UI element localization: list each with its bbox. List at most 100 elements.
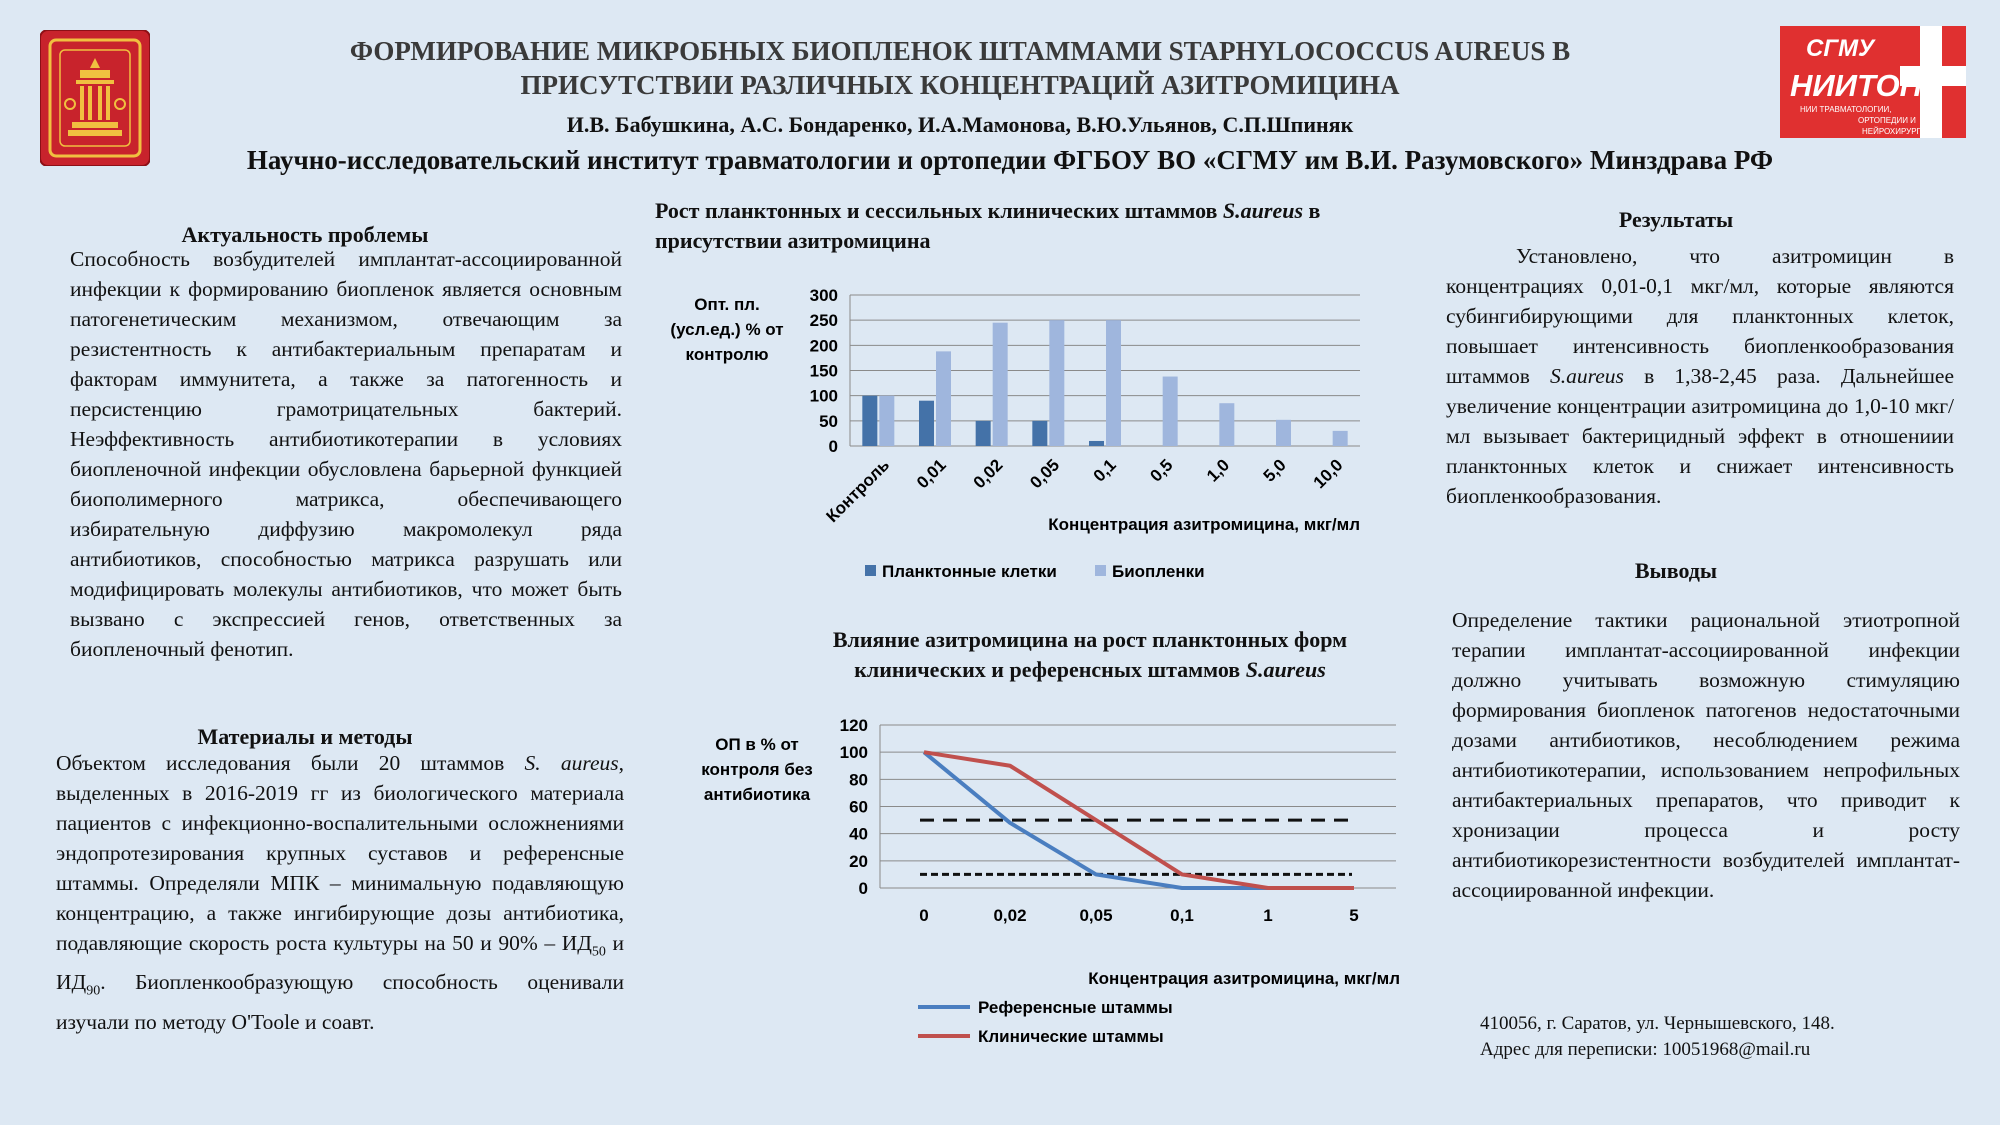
y-tick-label: 20	[849, 852, 868, 871]
y-tick-label: 120	[840, 716, 868, 735]
legend-label: Биопленки	[1112, 562, 1205, 581]
x-axis-label: Концентрация азитромицина, мкг/мл	[1088, 969, 1400, 988]
x-tick-label: 0,01	[913, 455, 950, 492]
x-tick-label: 0,5	[1146, 455, 1176, 485]
methods-species: S. aureus	[524, 751, 619, 775]
chart1-title: Рост планктонных и сессильных клинически…	[655, 196, 1435, 256]
logo-small-1: НИИ ТРАВМАТОЛОГИИ,	[1800, 105, 1891, 114]
y-axis-label: антибиотика	[704, 785, 811, 804]
poster-title: ФОРМИРОВАНИЕ МИКРОБНЫХ БИОПЛЕНОК ШТАММАМ…	[250, 34, 1670, 102]
contact-email: Адрес для переписки: 10051968@mail.ru	[1480, 1039, 1811, 1060]
methods-text-part-a: Объектом исследования были 20 штаммов	[56, 751, 525, 775]
logo-small-2: ОРТОПЕДИИ И	[1858, 116, 1916, 125]
results-species: S.aureus	[1550, 364, 1624, 388]
x-tick-label: 0,05	[1026, 455, 1063, 492]
logo-small-3: НЕЙРОХИРУРГИИ	[1862, 127, 1933, 136]
methods-text-and: и ИД	[56, 931, 624, 995]
legend-swatch	[865, 565, 876, 576]
university-crest-logo	[39, 29, 151, 167]
y-tick-label: 0	[829, 437, 838, 456]
bar-biofilm	[879, 395, 895, 446]
y-tick-label: 40	[849, 825, 868, 844]
chart2-title-line-2: клинических и референсных штаммов S.aure…	[740, 655, 1440, 685]
y-tick-label: 300	[810, 286, 838, 305]
chart2-title: Влияние азитромицина на рост планктонных…	[740, 625, 1440, 685]
legend-label: Планктонные клетки	[882, 562, 1057, 581]
relevance-text: Способность возбудителей имплантат-ассоц…	[70, 247, 622, 661]
legend-swatch	[1095, 565, 1106, 576]
y-tick-label: 100	[810, 387, 838, 406]
methods-text: Объектом исследования были 20 штаммов S.…	[56, 748, 624, 1037]
bar-biofilm	[992, 322, 1008, 446]
bar-biofilm	[1106, 320, 1121, 446]
bar-planktonic	[862, 395, 878, 446]
bar-biofilm	[1162, 376, 1178, 446]
bar-biofilm	[1332, 430, 1348, 446]
niiton-logo: СГМУ НИИТОН НИИ ТРАВМАТОЛОГИИ, ОРТОПЕДИИ…	[1780, 26, 1966, 138]
section-heading-relevance: Актуальность проблемы	[181, 222, 429, 247]
x-tick-label: 5,0	[1260, 455, 1290, 485]
line-chart-planktonic: 0 20 40 60 80 100 120 ОП в % от контроля без анти…	[701, 716, 1400, 1046]
x-tick-label: 1	[1263, 906, 1272, 925]
address-line: 410056, г. Саратов, ул. Чернышевского, 1…	[1480, 1013, 1835, 1034]
y-axis-label: контролю	[686, 345, 769, 364]
x-tick-label: 0,1	[1170, 906, 1194, 925]
y-tick-label: 100	[840, 743, 868, 762]
chart1-title-part-a: Рост планктонных и сессильных клинически…	[655, 198, 1223, 223]
results-text-part-b: в 1,38-2,45 раза. Дальнейшее увеличение …	[1446, 364, 1954, 508]
x-tick-label: 5	[1349, 906, 1358, 925]
bar-biofilm	[936, 351, 951, 446]
y-axis-label: контроля без	[701, 760, 812, 779]
x-tick-label: 0,05	[1079, 906, 1112, 925]
institute: Научно-исследовательский институт травма…	[246, 145, 1774, 175]
x-tick-label: 0,1	[1090, 455, 1120, 485]
section-heading-results: Результаты	[1618, 207, 1734, 232]
y-axis-label: Опт. пл.	[694, 295, 760, 314]
results-text-part-a: Установлено, что азитромицин в концентра…	[1446, 244, 1954, 388]
y-tick-label: 150	[810, 362, 838, 381]
niiton-cross-icon: СГМУ НИИТОН НИИ ТРАВМАТОЛОГИИ, ОРТОПЕДИИ…	[1780, 26, 1966, 138]
series-line-clinical	[923, 750, 1354, 890]
y-tick-label: 60	[849, 798, 868, 817]
y-tick-label: 0	[859, 879, 868, 898]
methods-sub-90: 90	[86, 983, 101, 999]
chart2-title-part-b: клинических и референсных штаммов	[854, 657, 1246, 682]
bar-biofilm	[1219, 403, 1235, 446]
conclusions-text: Определение тактики рациональной этиотро…	[1452, 608, 1960, 902]
section-heading-conclusions: Выводы	[1634, 558, 1718, 583]
x-tick-label: 0,02	[970, 455, 1007, 492]
y-tick-label: 80	[849, 770, 868, 789]
results-text: Установлено, что азитромицин в концентра…	[1446, 241, 1954, 511]
bar-chart-growth: 0 50 100 150 200 250 300 Опт. пл. (усл.ед.) % от…	[670, 286, 1360, 581]
bar-planktonic	[975, 420, 991, 446]
methods-text-part-c: . Биопленкообразующую способность оценив…	[56, 970, 624, 1034]
chart2-title-species: S.aureus	[1245, 657, 1326, 682]
logo-main-text: НИИТОН	[1790, 68, 1923, 103]
methods-sub-50: 50	[591, 944, 606, 960]
bar-biofilm	[1049, 320, 1065, 446]
bar-planktonic	[1032, 420, 1048, 446]
legend-label: Референсные штаммы	[978, 998, 1173, 1017]
title-line-2: ПРИСУТСТВИИ РАЗЛИЧНЫХ КОНЦЕНТРАЦИЙ АЗИТР…	[520, 70, 1400, 100]
x-tick-label: 0	[919, 906, 928, 925]
legend-label: Клинические штаммы	[978, 1027, 1164, 1046]
title-line-1: ФОРМИРОВАНИЕ МИКРОБНЫХ БИОПЛЕНОК ШТАММАМ…	[349, 36, 1571, 66]
bar-planktonic	[1089, 440, 1104, 446]
y-tick-label: 250	[810, 311, 838, 330]
methods-text-part-b: , выделенных в 2016-2019 гг из биологиче…	[56, 751, 624, 955]
y-tick-label: 200	[810, 336, 838, 355]
bar-planktonic	[919, 400, 934, 446]
crest-icon	[39, 29, 151, 167]
section-heading-methods: Материалы и методы	[197, 724, 413, 749]
y-axis-label: ОП в % от	[715, 735, 798, 754]
x-tick-label: 1,0	[1203, 455, 1233, 485]
x-axis-label: Концентрация азитромицина, мкг/мл	[1048, 515, 1360, 534]
authors: И.В. Бабушкина, А.С. Бондаренко, И.А.Мам…	[566, 112, 1354, 137]
logo-top-text: СГМУ	[1806, 35, 1876, 62]
x-tick-label: 0,02	[993, 906, 1026, 925]
chart1-title-species: S.aureus	[1222, 198, 1304, 223]
y-tick-label: 50	[819, 412, 838, 431]
x-tick-label: 10,0	[1310, 455, 1347, 492]
x-tick-label: Контроль	[822, 455, 893, 526]
address-block: 410056, г. Саратов, ул. Чернышевского, 1…	[1480, 1011, 1960, 1063]
